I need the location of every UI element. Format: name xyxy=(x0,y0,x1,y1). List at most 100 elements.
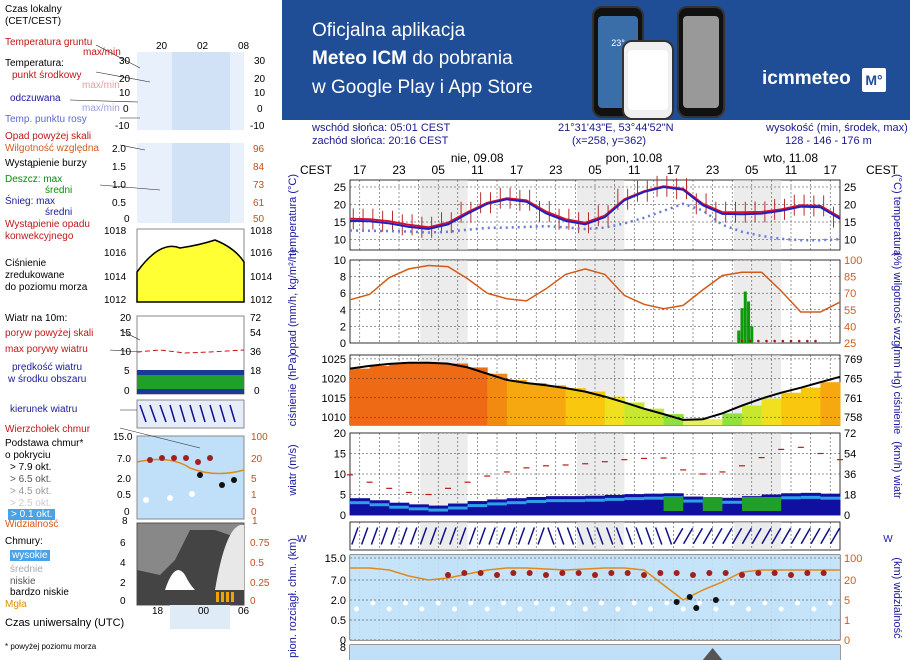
cloud-base-dot xyxy=(729,600,735,606)
legend-wind-tick-0-r: 0 xyxy=(254,386,260,397)
cloud-tick-left: 0.5 xyxy=(331,615,346,627)
cloud-top-dot xyxy=(706,570,713,576)
cloud-base-dot xyxy=(599,600,605,606)
night-band xyxy=(577,260,625,343)
hour-tick-label: 05 xyxy=(432,163,446,177)
legend-temp-tick-10-r: 10 xyxy=(254,88,266,99)
legend-precip-tick-05: 0.5 xyxy=(112,198,126,209)
legend-temp-tick-10: 10 xyxy=(119,88,131,99)
rain-dot xyxy=(806,339,809,343)
legend-cloudbase-tick-2: 2.0 xyxy=(117,474,131,485)
pressure-fill xyxy=(585,391,606,425)
wind-tick-right: 18 xyxy=(844,490,856,502)
cloud-top-dot xyxy=(445,572,451,578)
legend-cloudbase-tick-05: 0.5 xyxy=(117,490,131,501)
legend-clouds-low: niskie xyxy=(10,576,36,587)
wind-arrow xyxy=(547,527,555,545)
promo-banner[interactable]: Oficjalna aplikacja Meteo ICM do pobrani… xyxy=(282,0,910,120)
cloud-base-dot xyxy=(680,606,686,612)
wind-arrow xyxy=(731,527,743,545)
wind-tick-left: 20 xyxy=(334,428,346,440)
cloud-top-dot xyxy=(461,570,468,576)
wind-fill-light xyxy=(624,497,645,501)
legend-precip-tick-0: 0 xyxy=(124,214,130,225)
legend-cloudbase-tick-15: 15.0 xyxy=(113,432,133,443)
cloud-base-dot xyxy=(713,606,719,612)
wind-arrow xyxy=(615,527,624,545)
cloud-base-dot xyxy=(533,600,539,606)
legend-cloud-top: Wierzchołek chmur xyxy=(5,424,91,435)
legend-clouds-tick-0: 0 xyxy=(120,596,126,607)
legend-wind-tick-36: 36 xyxy=(250,347,262,358)
legend-max-min-faint: max/min xyxy=(82,80,120,91)
wind-arrow xyxy=(390,527,398,545)
wind-tick-right: 0 xyxy=(844,510,850,522)
rain-dot xyxy=(773,339,776,343)
pressure-fill xyxy=(506,379,527,425)
pressure-tick-left: 1015 xyxy=(322,393,346,405)
cloud-ylabel-right: (km) widzialność xyxy=(891,557,903,639)
legend-okt-65: > 6.5 okt. xyxy=(10,474,52,485)
wind-fill-light xyxy=(428,508,449,512)
hour-tick-label: 17 xyxy=(824,163,838,177)
cloud-base-dot xyxy=(811,606,817,612)
legend-wind-speed-2: w środku obszaru xyxy=(8,374,87,385)
precip-tick-right: 55 xyxy=(844,305,856,317)
wind-arrow xyxy=(682,527,694,545)
legend-clouds-very-low: bardzo niskie xyxy=(10,587,69,598)
legend-feels-like: odczuwana xyxy=(10,93,61,104)
legend-visibility: Widzialność xyxy=(5,519,59,530)
precip-ylabel-left: opad (mm/h, kg/m²/h) xyxy=(287,249,299,354)
pressure-fill xyxy=(800,387,821,425)
cloud-base-dot xyxy=(762,600,768,606)
wind-fill xyxy=(506,498,527,515)
day-label: nie, 09.08 xyxy=(451,151,504,165)
legend-pressure-1: Ciśnienie xyxy=(5,258,47,269)
pressure-fill xyxy=(408,362,429,425)
cloud-top-dot xyxy=(739,572,745,578)
cloud-tick-right: 5 xyxy=(844,595,850,607)
legend-temp-tick-0: 0 xyxy=(123,104,129,115)
precip-tick-left: 6 xyxy=(340,288,346,300)
wind-fill-light xyxy=(585,498,606,502)
legend-local-time-title: Czas lokalny xyxy=(5,4,62,15)
wind-arrow xyxy=(596,527,604,545)
legend-hum-tick-61: 61 xyxy=(253,198,265,209)
cloud-top-dot xyxy=(608,570,615,576)
legend-clouds-tick-4: 4 xyxy=(120,558,126,569)
wind-arrow xyxy=(800,527,811,545)
cloud-top-dot xyxy=(559,570,566,576)
cloud-tick-right: 100 xyxy=(844,553,862,565)
pressure-fill xyxy=(820,382,841,425)
temp-series-1 xyxy=(349,185,841,231)
cloud-top-dot xyxy=(624,570,631,576)
cloud-base-dot xyxy=(452,606,458,612)
hour-tick-label: 11 xyxy=(471,163,484,177)
pressure-fill xyxy=(722,413,743,425)
pressure-fill xyxy=(526,383,547,425)
pressure-fill xyxy=(487,373,508,425)
precip-tick-left: 0 xyxy=(340,338,346,350)
legend-winddir-box xyxy=(136,399,245,429)
wind-green-block xyxy=(742,497,782,511)
legend-cloud-base: Podstawa chmur* xyxy=(5,438,84,449)
legend-tick-top-2: 02 xyxy=(197,41,209,52)
cloud-top-dot xyxy=(494,572,500,578)
cloud-base-dot xyxy=(501,600,507,606)
legend-vis-tick-1b: 1 xyxy=(252,516,258,527)
legend-cloud-cover: o pokryciu xyxy=(5,450,51,461)
legend-soil-temp-sub: max/min xyxy=(83,47,121,58)
temp-tick-left: 15 xyxy=(334,217,346,229)
cloud-base-dot xyxy=(648,606,654,612)
wind-arrow xyxy=(468,527,477,545)
legend-snow-mean: średni xyxy=(45,207,73,218)
legend-utc-tick-06: 06 xyxy=(238,606,250,617)
banner-line-2-rest: do pobrania xyxy=(407,48,513,69)
legend-okt-01: > 0.1 okt. xyxy=(8,509,56,520)
phone-image-3 xyxy=(677,6,725,118)
tz-label-left: CEST xyxy=(300,163,333,177)
legend-gusts-max: max porywy wiatru xyxy=(5,344,88,355)
legend-hum-tick-73: 73 xyxy=(253,180,265,191)
cloud-base-dot xyxy=(582,606,588,612)
cloud-top-dot xyxy=(788,572,794,578)
